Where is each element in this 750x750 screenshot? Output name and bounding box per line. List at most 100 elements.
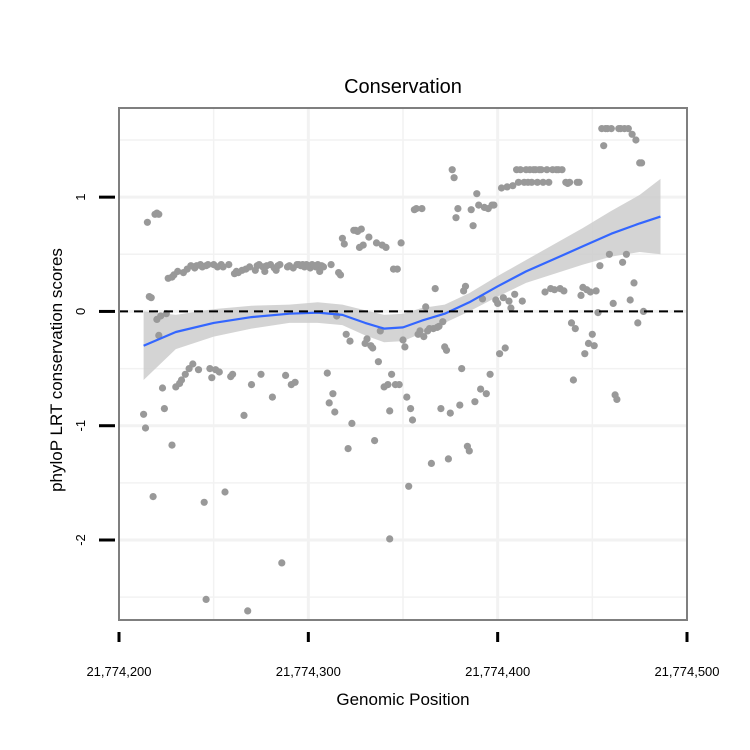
- data-point: [357, 225, 365, 233]
- data-point: [605, 250, 614, 258]
- data-point: [202, 595, 210, 604]
- data-point: [219, 263, 227, 271]
- data-point: [450, 174, 458, 182]
- data-point: [446, 409, 454, 417]
- data-point: [626, 296, 634, 304]
- data-point: [206, 365, 214, 373]
- data-point: [550, 286, 559, 294]
- data-point: [418, 205, 426, 213]
- data-point: [397, 239, 405, 247]
- data-point: [388, 370, 396, 378]
- data-point: [157, 312, 165, 320]
- data-point: [541, 288, 549, 296]
- data-point: [323, 369, 331, 377]
- data-point: [282, 371, 290, 379]
- data-point: [497, 184, 506, 192]
- data-point: [518, 297, 526, 305]
- data-point: [348, 419, 356, 427]
- data-point: [431, 285, 439, 293]
- data-point: [494, 299, 502, 307]
- data-point: [482, 390, 490, 398]
- data-point: [365, 233, 373, 241]
- data-points: [140, 125, 648, 615]
- data-point: [607, 125, 615, 133]
- data-point: [181, 370, 189, 378]
- data-point: [408, 416, 417, 424]
- y-tick-label: 0: [73, 308, 88, 315]
- y-axis-label: phyloP LRT conservation scores: [47, 248, 66, 492]
- data-point: [558, 166, 566, 174]
- x-tick-label: 21,774,500: [654, 664, 719, 679]
- data-point: [473, 190, 481, 198]
- y-tick-label: -2: [73, 534, 88, 546]
- data-point: [208, 374, 216, 382]
- data-point: [537, 166, 545, 174]
- data-point: [501, 344, 509, 352]
- data-point: [291, 378, 299, 386]
- data-point: [528, 178, 536, 186]
- data-point: [336, 271, 345, 279]
- data-point: [225, 261, 233, 269]
- data-point: [590, 342, 598, 350]
- data-point: [215, 368, 223, 376]
- data-point: [422, 303, 430, 311]
- data-point: [268, 393, 276, 401]
- smooth-trend-line: [143, 215, 661, 347]
- data-point: [371, 437, 379, 445]
- data-point: [403, 393, 411, 401]
- data-point: [257, 370, 265, 378]
- data-point: [507, 304, 515, 312]
- data-point: [584, 339, 593, 347]
- data-point: [149, 493, 157, 501]
- data-point: [393, 265, 401, 273]
- data-point: [155, 210, 163, 218]
- data-point: [168, 441, 176, 449]
- data-point: [560, 287, 568, 295]
- data-point: [386, 407, 394, 415]
- data-point: [329, 390, 337, 398]
- data-point: [141, 424, 150, 432]
- data-point: [240, 411, 248, 419]
- data-point: [477, 385, 485, 393]
- data-point: [639, 307, 648, 315]
- data-point: [539, 178, 547, 186]
- data-point: [634, 319, 642, 327]
- data-point: [221, 488, 229, 496]
- data-point: [581, 350, 589, 358]
- x-axis-label: Genomic Position: [336, 690, 469, 709]
- data-point: [338, 234, 346, 242]
- data-point: [437, 405, 445, 413]
- data-point: [319, 263, 328, 271]
- data-point: [567, 319, 576, 327]
- data-point: [486, 370, 494, 378]
- data-point: [448, 166, 456, 174]
- data-point: [471, 398, 479, 406]
- data-point: [543, 166, 551, 174]
- data-point: [382, 243, 390, 251]
- data-point: [363, 335, 371, 343]
- data-point: [475, 201, 483, 209]
- data-point: [278, 559, 286, 567]
- data-point: [490, 201, 498, 209]
- data-point: [511, 290, 519, 298]
- data-point: [229, 370, 237, 378]
- panel-border: [118, 107, 688, 621]
- data-point: [622, 250, 631, 258]
- data-point: [566, 178, 574, 186]
- data-point: [609, 299, 617, 307]
- data-point: [442, 346, 451, 354]
- data-point: [158, 384, 167, 392]
- data-point: [147, 294, 155, 302]
- x-tick-label: 21,774,200: [86, 664, 151, 679]
- data-point: [575, 178, 583, 186]
- data-point: [514, 178, 523, 186]
- data-point: [577, 291, 585, 299]
- data-point: [596, 262, 604, 270]
- data-point: [619, 258, 627, 266]
- data-point: [600, 142, 608, 150]
- data-point: [174, 267, 182, 275]
- data-point: [594, 309, 602, 317]
- data-point: [444, 455, 452, 463]
- data-point: [467, 206, 475, 214]
- data-point: [155, 331, 163, 339]
